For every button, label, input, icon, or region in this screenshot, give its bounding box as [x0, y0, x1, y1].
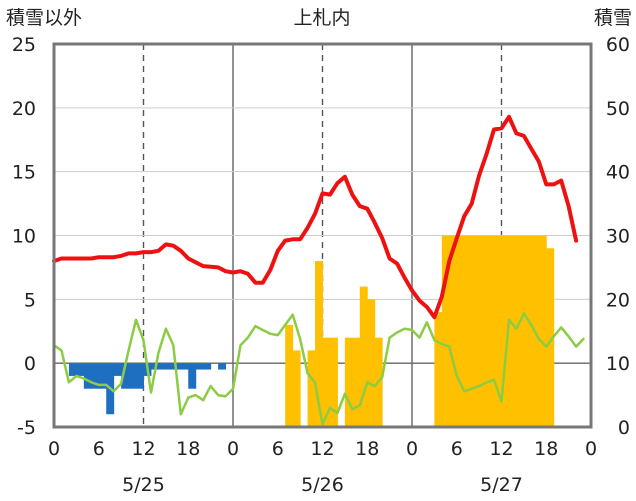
snow-bar [434, 312, 443, 427]
snow-bar [329, 337, 338, 427]
negative-bar [136, 363, 144, 389]
snow-bar [352, 337, 361, 427]
negative-bar [113, 363, 122, 376]
negative-bar [218, 363, 227, 370]
right-tick-label: 0 [618, 417, 630, 439]
date-label: 5/27 [480, 474, 523, 496]
green-line [52, 312, 585, 426]
snow-bar [359, 286, 368, 427]
snow-bar [479, 235, 488, 427]
snow-bar [486, 235, 495, 427]
axis-labels: -5 0 5 10 15 20 25 0 10 20 30 40 50 60 0 6 12 18 0 6 12 18 0 6 1… [12, 34, 630, 496]
left-tick-label: 0 [24, 353, 36, 375]
snow-bar [441, 235, 450, 427]
negative-bar [165, 363, 174, 370]
right-tick-label: 60 [606, 34, 630, 56]
x-tick-label: 0 [48, 438, 60, 460]
left-tick-label: 20 [12, 98, 36, 120]
temperature-line [52, 114, 579, 320]
snow-bar [307, 350, 316, 427]
x-tick-label: 18 [176, 438, 200, 460]
snow-bar [464, 235, 473, 427]
snow-bar [538, 235, 547, 427]
x-tick-label: 6 [272, 438, 284, 460]
negative-bar [158, 363, 167, 370]
negative-bar [188, 363, 197, 389]
x-tick-label: 6 [451, 438, 463, 460]
negative-bar [91, 363, 100, 389]
left-tick-label: 10 [12, 226, 36, 248]
x-tick-label: 12 [489, 438, 513, 460]
snow-bar [471, 235, 480, 427]
snow-bar [315, 261, 323, 427]
negative-bar [121, 363, 130, 389]
line-series [52, 114, 585, 426]
date-label: 5/25 [122, 474, 165, 496]
x-tick-label: 0 [585, 438, 597, 460]
negative-bar [68, 363, 77, 376]
snow-bar [322, 337, 331, 427]
snow-bar [516, 235, 525, 427]
snow-bar [285, 324, 294, 427]
left-tick-label: 15 [12, 162, 36, 184]
snow-bar [523, 235, 532, 427]
x-tick-label: 0 [227, 438, 239, 460]
negative-bar [173, 363, 182, 370]
x-tick-label: 0 [406, 438, 418, 460]
snow-bar [292, 350, 301, 427]
right-axis-label: 積雪 [594, 7, 632, 29]
plot-frame [52, 42, 593, 429]
right-tick-label: 30 [606, 226, 630, 248]
left-tick-label: 5 [24, 289, 36, 311]
left-axis-label: 積雪以外 [6, 7, 82, 29]
negative-bar [83, 363, 92, 389]
negative-bar [128, 363, 137, 389]
right-tick-label: 50 [606, 98, 630, 120]
right-tick-label: 20 [606, 289, 630, 311]
negative-bar [180, 363, 189, 370]
negative-bar [203, 363, 212, 370]
snow-bar [449, 235, 458, 427]
left-tick-label: -5 [17, 417, 36, 439]
negative-bar [76, 363, 85, 376]
snow-bar [508, 235, 517, 427]
x-tick-label: 12 [131, 438, 155, 460]
bar-series [68, 235, 555, 427]
snow-bar [494, 235, 502, 427]
right-tick-label: 40 [606, 162, 630, 184]
negative-bar [98, 363, 107, 389]
snow-bar [456, 235, 465, 427]
x-tick-label: 18 [355, 438, 379, 460]
x-tick-label: 18 [534, 438, 558, 460]
snow-bar [501, 235, 510, 427]
snow-bar [367, 299, 376, 427]
x-tick-label: 6 [93, 438, 105, 460]
snow-bar [344, 337, 353, 427]
x-tick-label: 12 [310, 438, 334, 460]
left-tick-label: 25 [12, 34, 36, 56]
chart-title: 上札内 [293, 7, 350, 29]
snow-bar [546, 248, 555, 427]
date-label: 5/26 [301, 474, 344, 496]
right-tick-label: 10 [606, 353, 630, 375]
negative-bar [195, 363, 204, 370]
